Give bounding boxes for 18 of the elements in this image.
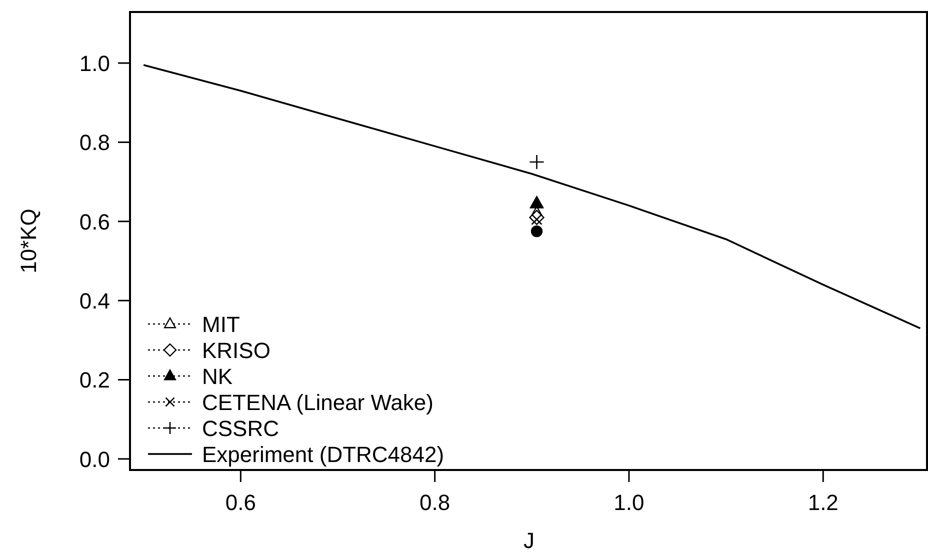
y-tick-label: 0.6 <box>79 209 110 234</box>
x-tick-label: 0.8 <box>420 490 450 515</box>
legend-label: NK <box>202 364 233 389</box>
x-tick-label: 1.0 <box>614 490 644 515</box>
y-tick-label: 0.4 <box>79 288 110 314</box>
y-tick-label: 0.8 <box>79 130 110 156</box>
legend-label: Experiment (DTRC4842) <box>202 442 444 467</box>
legend-label: CSSRC <box>202 416 280 441</box>
y-tick-label: 1.0 <box>79 51 110 76</box>
x-tick-label: 0.6 <box>225 490 256 515</box>
x-axis-title: J <box>524 528 534 552</box>
y-tick-label: 0.2 <box>79 368 110 393</box>
y-tick-label: 0.0 <box>79 446 110 472</box>
legend-label: KRISO <box>202 338 270 363</box>
y-axis-title: 10*KQ <box>16 208 41 274</box>
legend-label: MIT <box>202 312 240 337</box>
x-tick-label: 1.2 <box>808 490 838 515</box>
legend-label: CETENA (Linear Wake) <box>202 390 434 415</box>
